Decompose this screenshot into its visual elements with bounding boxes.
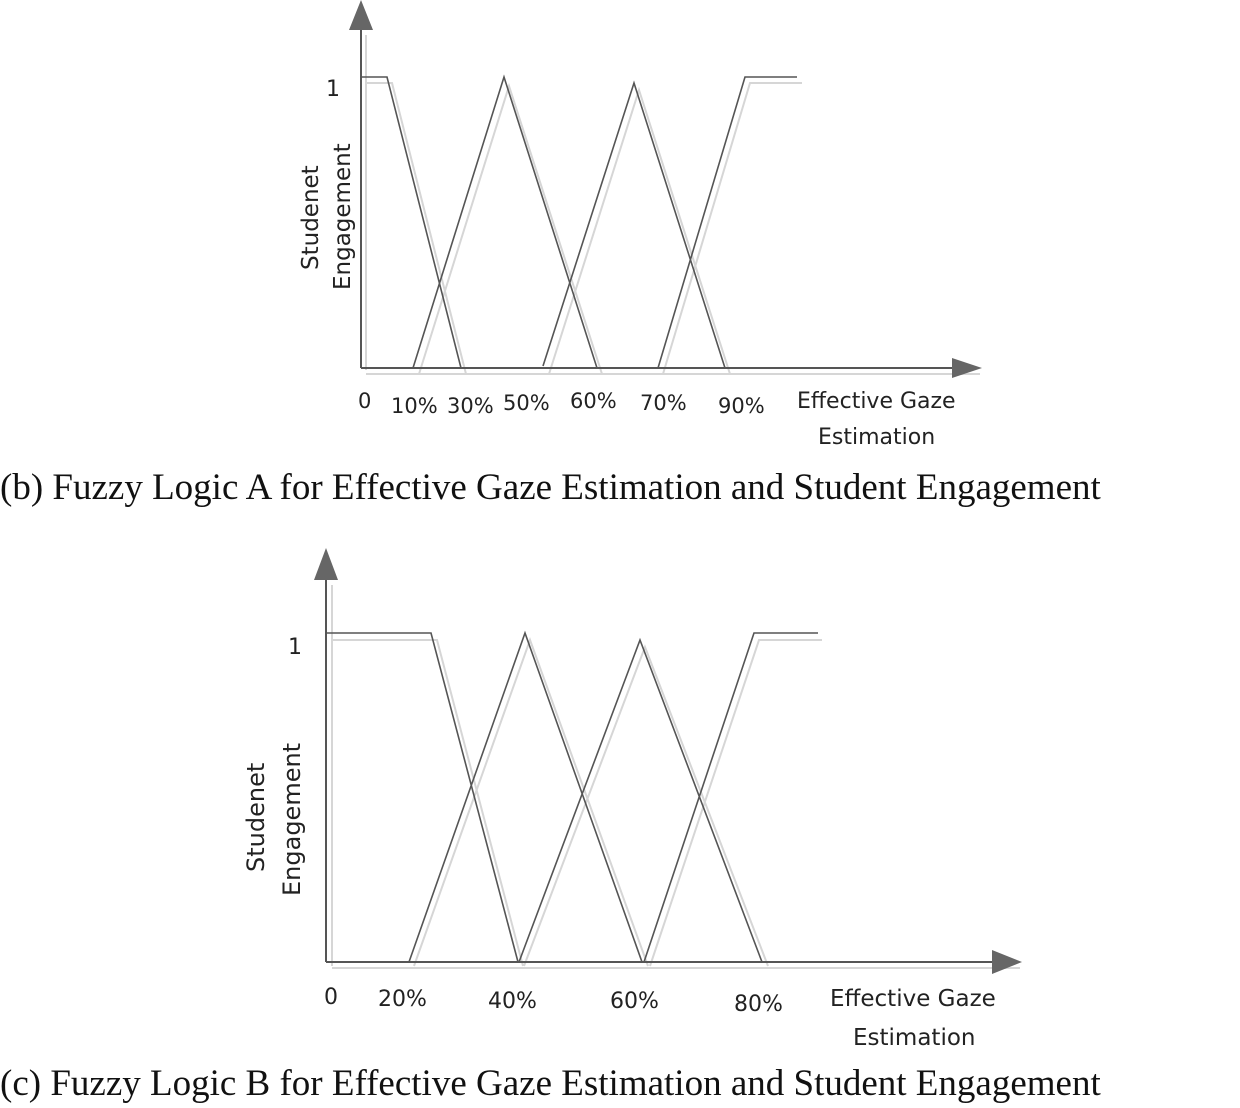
- x-axis-label-line2: Estimation: [818, 425, 935, 450]
- x-tick: 20%: [378, 987, 427, 1012]
- mf-2: [408, 630, 643, 963]
- x-tick: 30%: [447, 394, 494, 418]
- caption-c: (c) Fuzzy Logic B for Effective Gaze Est…: [0, 1063, 1101, 1104]
- x-tick: 60%: [610, 989, 659, 1014]
- y-axis-label-line2: Engagement: [278, 743, 306, 896]
- mf-1: [326, 632, 519, 963]
- x-axis-label-line1: Effective Gaze: [830, 986, 996, 1012]
- y-axis-label-line1: Studenet: [242, 763, 270, 872]
- x-tick: 60%: [570, 389, 617, 413]
- x-tick: 80%: [734, 992, 783, 1017]
- x-tick: 10%: [391, 394, 438, 418]
- mf-4: [643, 632, 818, 963]
- mf-4: [657, 76, 797, 369]
- x-tick: 0: [324, 985, 338, 1010]
- x-tick: 90%: [718, 394, 765, 418]
- mf-1: [361, 76, 462, 369]
- chart-b: 1 Studenet Engagement 0 10% 30% 50% 60% …: [298, 0, 982, 450]
- x-axis-label-line2: Estimation: [853, 1025, 975, 1051]
- y-tick-1: 1: [288, 635, 302, 660]
- y-axis-label-line1: Studenet: [298, 165, 324, 270]
- x-axis-label-line1: Effective Gaze: [797, 389, 956, 414]
- caption-b: (b) Fuzzy Logic A for Effective Gaze Est…: [0, 467, 1101, 508]
- x-tick: 40%: [488, 989, 537, 1014]
- x-tick: 0: [358, 389, 371, 413]
- mf-3: [518, 637, 763, 963]
- x-tick: 70%: [640, 391, 687, 415]
- y-tick-1: 1: [326, 77, 340, 102]
- y-axis-arrow-icon: [314, 548, 338, 580]
- x-axis-arrow-icon: [992, 950, 1022, 974]
- mf-3: [542, 80, 726, 369]
- mf-2: [412, 74, 598, 369]
- y-axis-arrow-icon: [349, 0, 373, 30]
- y-axis-label-line2: Engagement: [330, 143, 356, 290]
- chart-c: 1 Studenet Engagement 0 20% 40% 60% 80% …: [242, 548, 1022, 1051]
- x-tick: 50%: [503, 391, 550, 415]
- x-axis-arrow-icon: [952, 358, 982, 378]
